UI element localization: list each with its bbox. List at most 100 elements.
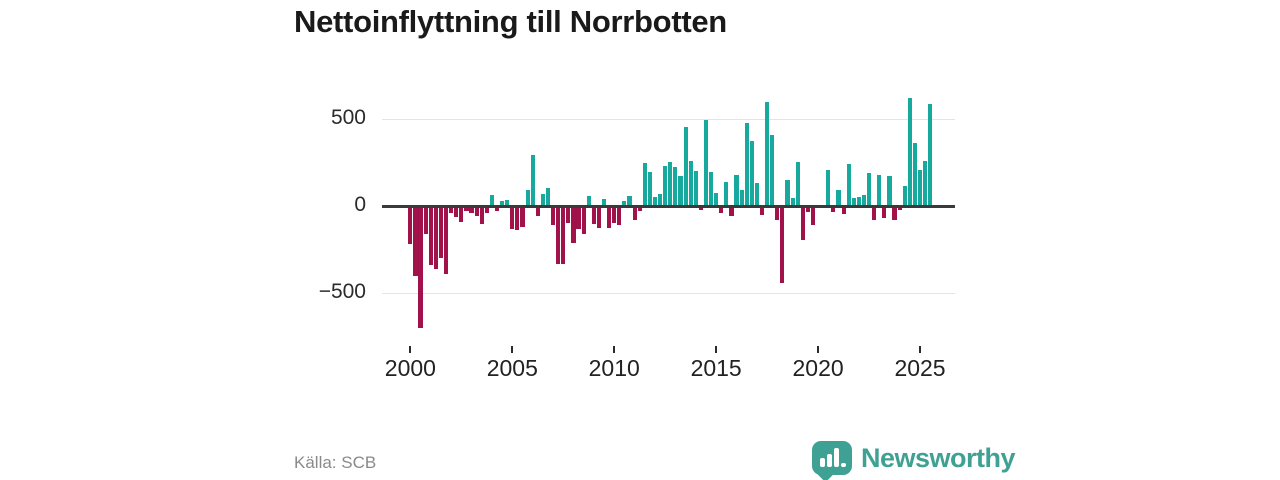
quarter-bar [428, 206, 433, 266]
x-axis-tick-label: 2020 [792, 355, 844, 381]
logo-exclamation-icon [834, 448, 839, 467]
quarter-bar [637, 206, 642, 211]
quarter-bar [749, 140, 754, 206]
quarter-bar [892, 206, 897, 220]
quarter-bar [408, 206, 413, 245]
quarter-bar [581, 206, 586, 234]
quarter-bar [525, 189, 530, 206]
quarter-bar [571, 206, 576, 244]
quarter-bar [627, 196, 632, 206]
quarter-bar [591, 206, 596, 224]
quarter-bar [510, 206, 515, 230]
quarter-bar [647, 171, 652, 206]
quarter-bar [454, 206, 459, 218]
quarter-bar [688, 160, 693, 206]
quarter-bar [566, 206, 571, 224]
y-axis-tick-label: −500 [318, 280, 366, 303]
quarter-bar [714, 193, 719, 206]
x-axis-tick-mark [613, 346, 616, 353]
quarter-bar [719, 206, 724, 214]
quarter-bar [780, 206, 785, 284]
quarter-bar [765, 101, 770, 206]
quarter-bar [810, 206, 816, 226]
quarter-bar [678, 175, 683, 206]
quarter-bar [831, 206, 836, 213]
quarter-bar [907, 98, 912, 206]
quarter-bar [551, 206, 556, 226]
y-axis-tick-label: 500 [330, 106, 366, 129]
quarter-bar [545, 187, 551, 206]
quarter-bar [622, 200, 627, 206]
zero-axis-line [382, 204, 955, 208]
quarter-bar [596, 206, 601, 228]
chart-title: Nettoinflyttning till Norrbotten [294, 4, 727, 39]
quarter-bar [851, 198, 856, 206]
quarter-bar [683, 127, 688, 206]
x-axis-tick-mark [817, 346, 820, 353]
quarter-bar [877, 175, 882, 206]
quarter-bar [658, 194, 663, 206]
quarter-bar [520, 206, 525, 227]
quarter-bar [902, 185, 907, 206]
quarter-bar [923, 160, 928, 206]
quarter-bar [469, 206, 474, 214]
source-label: Källa: SCB [294, 453, 377, 472]
quarter-bar [846, 164, 851, 206]
quarter-bar [744, 123, 749, 206]
y-gridline [382, 119, 955, 120]
quarter-bar [479, 206, 484, 224]
quarter-bar [632, 206, 637, 220]
quarter-bar [800, 206, 805, 241]
quarter-bar [561, 206, 566, 265]
x-axis-tick-label: 2010 [588, 355, 640, 381]
quarter-bar [729, 206, 734, 216]
quarter-bar [872, 206, 877, 220]
quarter-bar [668, 161, 673, 206]
quarter-bar [826, 169, 831, 206]
quarter-bar [607, 206, 612, 228]
quarter-bar [805, 206, 810, 212]
quarter-bar [484, 206, 489, 213]
quarter-bar [612, 206, 617, 224]
quarter-bar [856, 197, 861, 206]
logo-chart-bar-icon [820, 458, 825, 467]
quarter-bar [500, 201, 505, 206]
quarter-bar [912, 143, 917, 206]
quarter-bar [530, 154, 535, 206]
quarter-bar [443, 206, 449, 274]
quarter-bar [693, 171, 698, 206]
quarter-bar [494, 206, 500, 211]
quarter-bar [464, 206, 469, 211]
quarter-bar [576, 206, 581, 229]
quarter-bar [703, 120, 709, 206]
newsworthy-wordmark: Newsworthy [861, 443, 1016, 473]
quarter-bar [642, 163, 647, 206]
quarter-bar [418, 206, 423, 328]
quarter-bar [770, 135, 775, 206]
x-axis-tick-mark [511, 346, 514, 353]
x-axis-tick-mark [715, 346, 718, 353]
quarter-bar [882, 206, 887, 219]
logo-exclamation-dot-icon [841, 463, 846, 467]
x-axis-tick-label: 2005 [486, 355, 538, 381]
quarter-bar [724, 182, 729, 206]
quarter-bar [866, 172, 872, 206]
quarter-bar [617, 206, 622, 225]
quarter-bar [790, 198, 795, 206]
quarter-bar [505, 200, 510, 206]
quarter-bar [917, 169, 923, 206]
quarter-bar [438, 206, 444, 259]
quarter-bar [601, 198, 607, 206]
quarter-bar [449, 206, 454, 213]
quarter-bar [663, 165, 668, 206]
quarter-bar [652, 196, 658, 206]
x-axis-tick-label: 2000 [384, 355, 436, 381]
newsworthy-bubble-icon [812, 441, 852, 475]
quarter-bar [489, 195, 494, 206]
y-axis-tick-label: 0 [354, 193, 366, 216]
quarter-bar [698, 206, 703, 210]
quarter-bar [708, 172, 714, 206]
y-gridline [382, 293, 955, 294]
